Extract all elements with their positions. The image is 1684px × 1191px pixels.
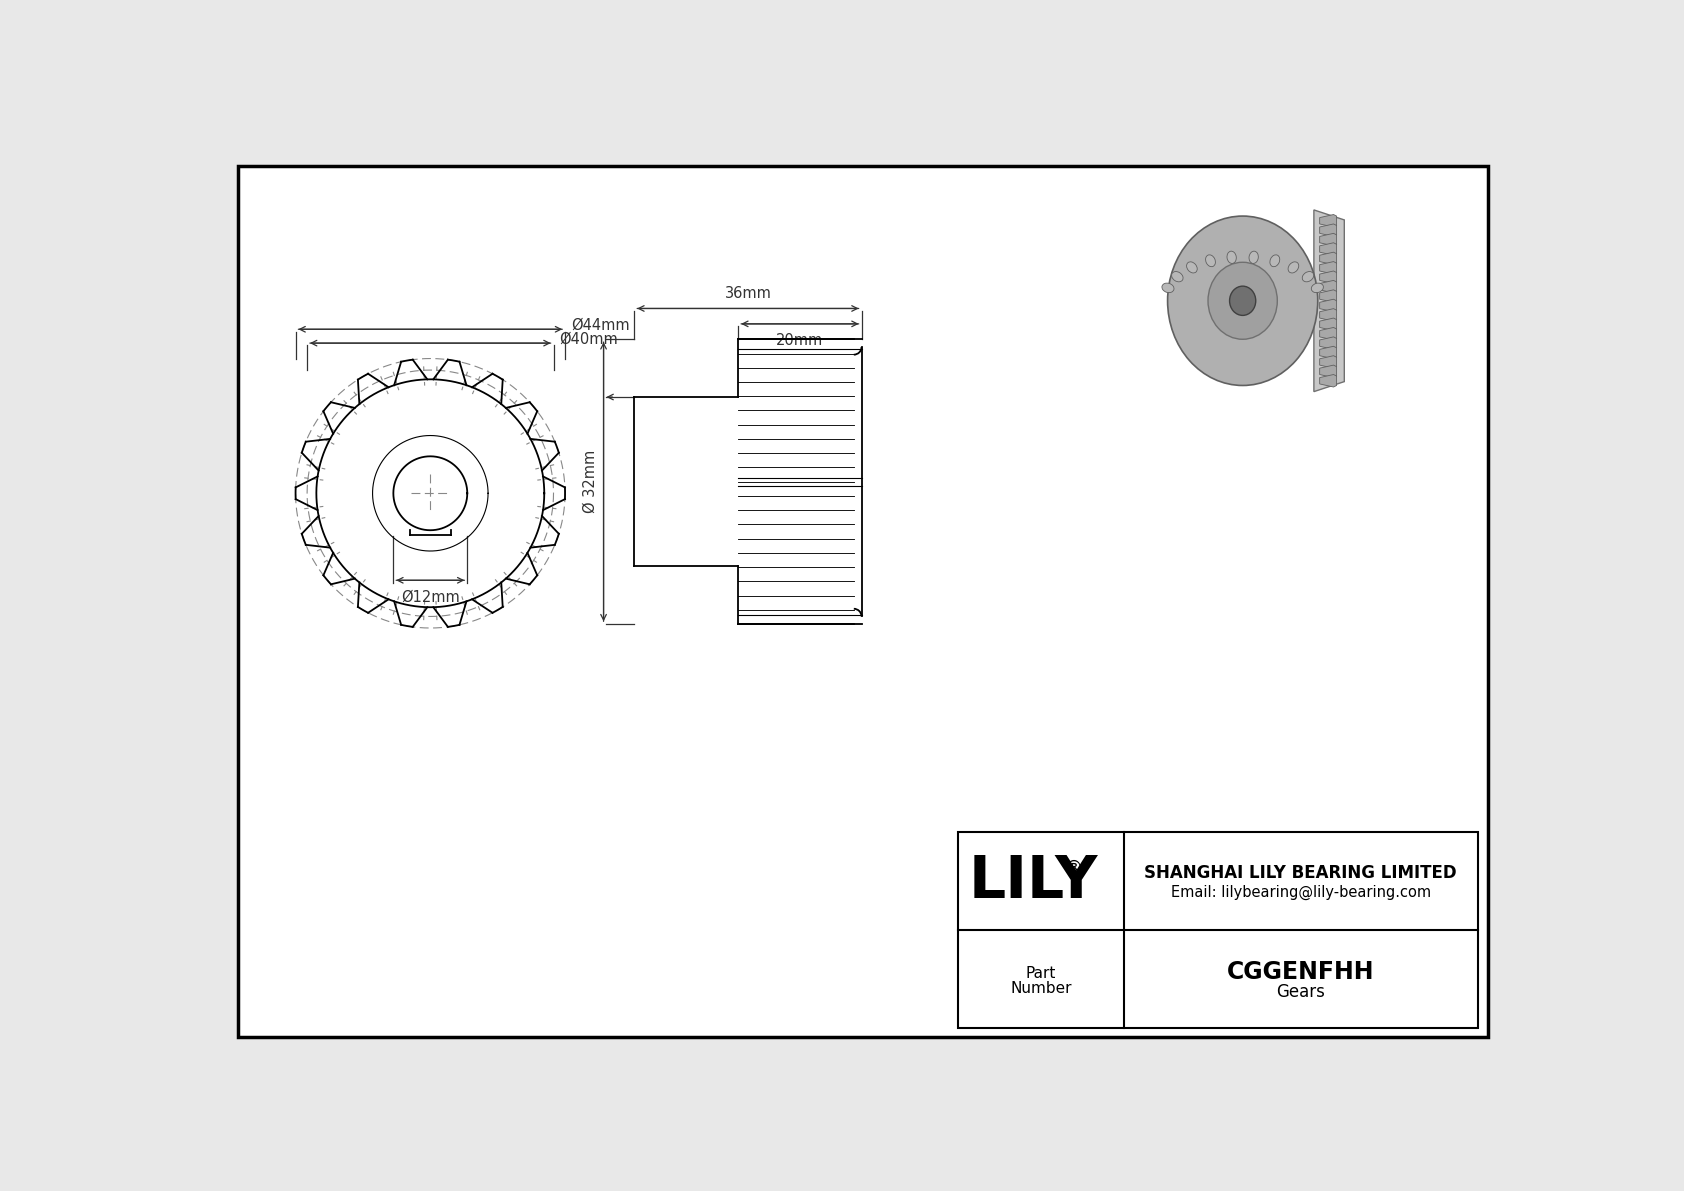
Text: Ø44mm: Ø44mm: [571, 318, 630, 333]
Ellipse shape: [1228, 251, 1236, 263]
Polygon shape: [1320, 262, 1337, 274]
Polygon shape: [1320, 337, 1337, 349]
Ellipse shape: [1229, 286, 1256, 316]
Ellipse shape: [1206, 255, 1216, 267]
Bar: [958, 833, 1477, 1028]
Polygon shape: [1320, 252, 1337, 264]
Polygon shape: [1320, 214, 1337, 227]
Polygon shape: [1320, 366, 1337, 378]
Polygon shape: [1320, 280, 1337, 293]
Polygon shape: [1320, 224, 1337, 237]
Ellipse shape: [1167, 216, 1319, 386]
Text: Ø40mm: Ø40mm: [559, 332, 618, 347]
Ellipse shape: [1172, 272, 1184, 282]
Polygon shape: [1320, 233, 1337, 245]
Ellipse shape: [1187, 262, 1197, 273]
Text: Gears: Gears: [1276, 983, 1325, 1000]
Text: SHANGHAI LILY BEARING LIMITED: SHANGHAI LILY BEARING LIMITED: [1145, 865, 1457, 883]
Polygon shape: [1320, 347, 1337, 358]
Polygon shape: [1320, 299, 1337, 312]
Text: Ø 32mm: Ø 32mm: [583, 450, 598, 513]
Ellipse shape: [1250, 251, 1258, 263]
Text: 36mm: 36mm: [724, 286, 771, 301]
Text: 20mm: 20mm: [776, 333, 823, 348]
Text: ®: ®: [1064, 859, 1083, 877]
Text: LILY: LILY: [968, 853, 1098, 910]
Ellipse shape: [1302, 272, 1314, 282]
Polygon shape: [1320, 318, 1337, 331]
Ellipse shape: [1270, 255, 1280, 267]
Polygon shape: [1320, 374, 1337, 387]
Polygon shape: [1320, 328, 1337, 339]
Polygon shape: [1320, 308, 1337, 322]
Ellipse shape: [1207, 262, 1276, 339]
Text: Email: lilybearing@lily-bearing.com: Email: lilybearing@lily-bearing.com: [1170, 885, 1431, 900]
Polygon shape: [1320, 289, 1337, 303]
Ellipse shape: [1312, 283, 1324, 293]
Polygon shape: [1314, 210, 1344, 392]
Polygon shape: [1320, 272, 1337, 283]
Text: Ø12mm: Ø12mm: [401, 590, 460, 605]
Text: Part: Part: [1026, 966, 1056, 980]
Text: CGGENFHH: CGGENFHH: [1228, 960, 1374, 984]
Ellipse shape: [1288, 262, 1298, 273]
Polygon shape: [1320, 243, 1337, 255]
Text: Number: Number: [1010, 981, 1071, 996]
Ellipse shape: [1162, 283, 1174, 293]
Polygon shape: [1320, 356, 1337, 368]
